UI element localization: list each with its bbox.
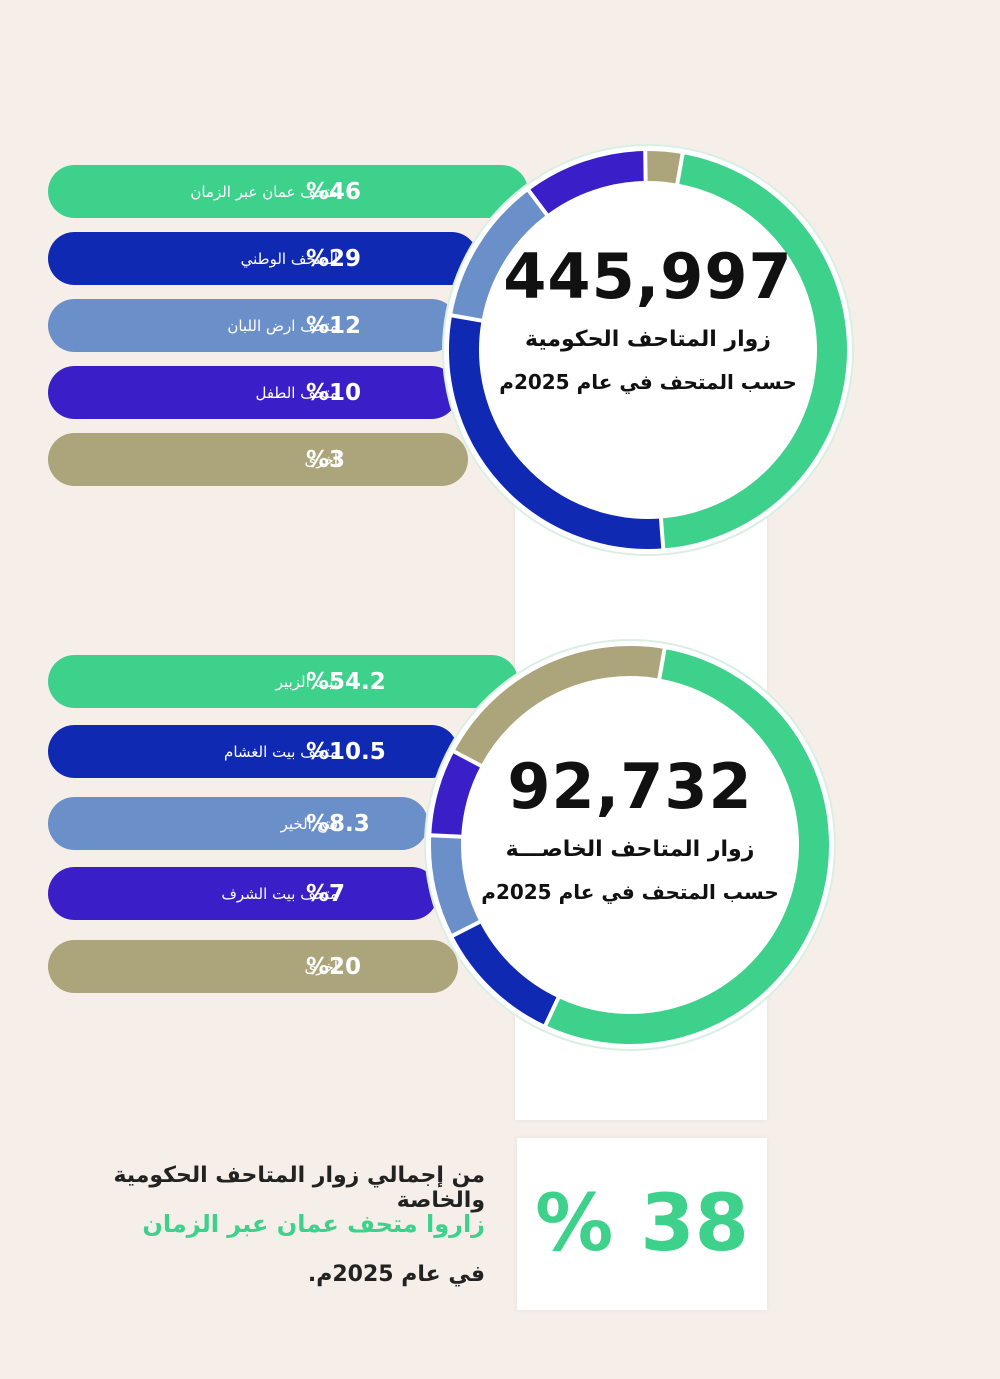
legend-label: بيت الزبير xyxy=(275,672,338,691)
legend-pill: %8.3 فتح الخير xyxy=(48,797,428,850)
slice-separator xyxy=(430,833,463,839)
legend-pill: %20 أخرى xyxy=(48,940,458,993)
donut-slice xyxy=(645,151,683,184)
legend-percent: %3 xyxy=(306,446,346,473)
donut-background xyxy=(424,639,836,1051)
donut-slice xyxy=(431,751,481,838)
donut-slice xyxy=(452,921,559,1026)
legend-label: متحف الطفل xyxy=(255,383,338,402)
legend-label: متحف عمان عبر الزمان xyxy=(190,182,338,201)
legend-percent: %46 xyxy=(306,178,362,205)
donut-slice xyxy=(452,190,548,321)
legend-label: فتح الخير xyxy=(280,814,338,833)
legend-percent: %54.2 xyxy=(306,668,386,695)
slice-separator xyxy=(657,647,667,680)
summary-percent: % 38 xyxy=(535,1179,749,1269)
donut-slice xyxy=(528,151,646,215)
legend-label: أخرى xyxy=(304,450,338,469)
legend-label: متحف بيت الشرف xyxy=(221,884,338,903)
slice-separator xyxy=(526,188,549,217)
legend-pill: %29 المتحف الوطني xyxy=(48,232,478,285)
slice-separator xyxy=(658,517,666,550)
donut-slice xyxy=(454,646,665,766)
legend-label: أخرى xyxy=(304,957,338,976)
private-donut-svg xyxy=(424,639,836,1051)
government-donut: 445,997 زوار المتاحف الحكومية حسب المتحف… xyxy=(428,130,868,570)
government-donut-svg xyxy=(442,144,854,556)
legend-pill: %54.2 بيت الزبير xyxy=(48,655,518,708)
summary-line-1: من إجمالي زوار المتاحف الحكومية والخاصة xyxy=(113,1163,485,1213)
private-center: 92,732 زوار المتاحف الخاصـــة حسب المتحف… xyxy=(450,750,810,904)
donut-slice xyxy=(431,835,480,936)
slice-separator xyxy=(451,919,482,938)
government-total: 445,997 xyxy=(503,240,793,313)
legend-pill: %10 متحف الطفل xyxy=(48,366,458,419)
slice-separator xyxy=(450,313,483,323)
donut-slice xyxy=(660,154,847,549)
slice-separator xyxy=(543,996,561,1027)
government-title: زوار المتاحف الحكومية xyxy=(525,327,771,352)
summary-line-3: في عام 2025م. xyxy=(307,1262,485,1287)
legend-pill: %46 متحف عمان عبر الزمان xyxy=(48,165,528,218)
donut-slice xyxy=(545,649,829,1044)
legend-percent: %10.5 xyxy=(306,738,386,765)
legend-percent: %12 xyxy=(306,312,362,339)
private-title: زوار المتاحف الخاصـــة xyxy=(505,837,755,862)
legend-pill: %12 متحف ارض اللبان xyxy=(48,299,458,352)
legend-percent: %10 xyxy=(306,379,362,406)
government-center: 445,997 زوار المتاحف الحكومية حسب المتحف… xyxy=(468,240,828,394)
private-subtitle: حسب المتحف في عام 2025م xyxy=(481,880,779,904)
donut-background xyxy=(442,144,854,556)
private-donut: 92,732 زوار المتاحف الخاصـــة حسب المتحف… xyxy=(410,625,850,1065)
legend-percent: %8.3 xyxy=(306,810,370,837)
legend-label: المتحف الوطني xyxy=(240,249,338,268)
slice-separator xyxy=(452,749,483,768)
legend-label: متحف بيت الغشام xyxy=(224,742,338,761)
legend-percent: %7 xyxy=(306,880,346,907)
legend-percent: %29 xyxy=(306,245,362,272)
legend-pill: %7 متحف بيت الشرف xyxy=(48,867,438,920)
summary-percent-box: % 38 xyxy=(517,1138,767,1310)
summary-line-2: زاروا متحف عمان عبر الزمان xyxy=(142,1210,485,1238)
legend-pill: %10.5 متحف بيت الغشام xyxy=(48,725,458,778)
legend-label: متحف ارض اللبان xyxy=(227,316,338,335)
slice-separator xyxy=(675,152,685,185)
government-subtitle: حسب المتحف في عام 2025م xyxy=(499,370,797,394)
legend-percent: %20 xyxy=(306,953,362,980)
private-total: 92,732 xyxy=(507,750,753,823)
donut-slice xyxy=(449,315,664,549)
legend-pill: %3 أخرى xyxy=(48,433,468,486)
